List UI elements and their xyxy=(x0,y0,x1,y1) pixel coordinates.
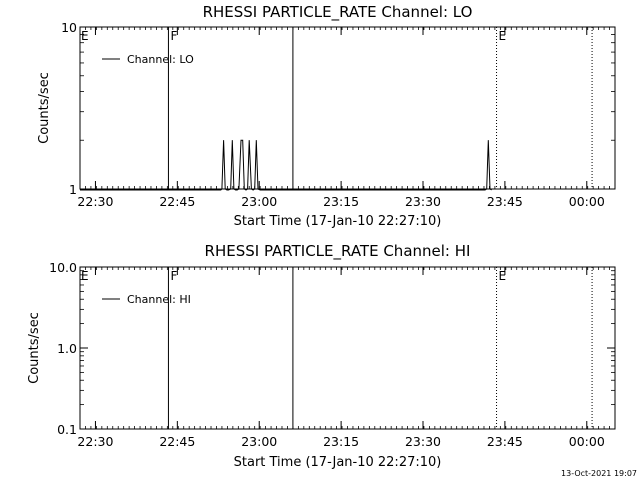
x-tick-label: 23:00 xyxy=(241,434,277,449)
x-tick-label: 23:30 xyxy=(405,434,441,449)
event-flag-label: F xyxy=(170,269,177,283)
y-axis-label: Counts/sec xyxy=(27,312,42,384)
chart-title: RHESSI PARTICLE_RATE Channel: LO xyxy=(203,3,473,22)
event-flag-label: E xyxy=(81,269,89,283)
event-flag-label: E xyxy=(499,269,507,283)
x-tick-label: 23:00 xyxy=(241,194,277,209)
panel-hi: RHESSI PARTICLE_RATE Channel: HI Start Ti… xyxy=(27,242,616,470)
chart-title: RHESSI PARTICLE_RATE Channel: HI xyxy=(205,242,471,261)
x-tick-label: 23:45 xyxy=(487,434,523,449)
y-tick-label: 10 xyxy=(61,20,77,35)
x-tick-label: 00:00 xyxy=(569,194,605,209)
y-axis-label: Counts/sec xyxy=(37,72,52,144)
plot-frame xyxy=(79,26,616,190)
y-tick-label: 1.0 xyxy=(57,341,77,356)
plot-frame xyxy=(79,266,616,430)
x-tick-label: 22:30 xyxy=(77,194,113,209)
x-axis-label: Start Time (17-Jan-10 22:27:10) xyxy=(234,455,442,470)
series-line xyxy=(80,139,492,191)
event-flag-label: E xyxy=(81,29,89,43)
x-tick-label: 23:15 xyxy=(323,194,359,209)
y-tick-label: 1 xyxy=(69,182,77,197)
x-tick-label: 23:15 xyxy=(323,434,359,449)
x-tick-label: 23:30 xyxy=(405,194,441,209)
x-tick-label: 22:45 xyxy=(159,434,195,449)
legend-label: Channel: LO xyxy=(127,53,194,66)
x-tick-label: 22:30 xyxy=(77,434,113,449)
legend-label: Channel: HI xyxy=(127,293,191,306)
y-tick-label: 0.1 xyxy=(57,422,77,437)
timestamp: 13-Oct-2021 19:07 xyxy=(561,469,637,478)
event-flag-label: F xyxy=(170,29,177,43)
x-tick-label: 22:45 xyxy=(159,194,195,209)
y-tick-label: 10.0 xyxy=(49,260,77,275)
x-tick-label: 23:45 xyxy=(487,194,523,209)
x-tick-label: 00:00 xyxy=(569,434,605,449)
x-axis-label: Start Time (17-Jan-10 22:27:10) xyxy=(234,214,442,229)
event-flag-label: E xyxy=(499,29,507,43)
panel-lo: RHESSI PARTICLE_RATE Channel: LO Start Ti… xyxy=(37,3,616,229)
